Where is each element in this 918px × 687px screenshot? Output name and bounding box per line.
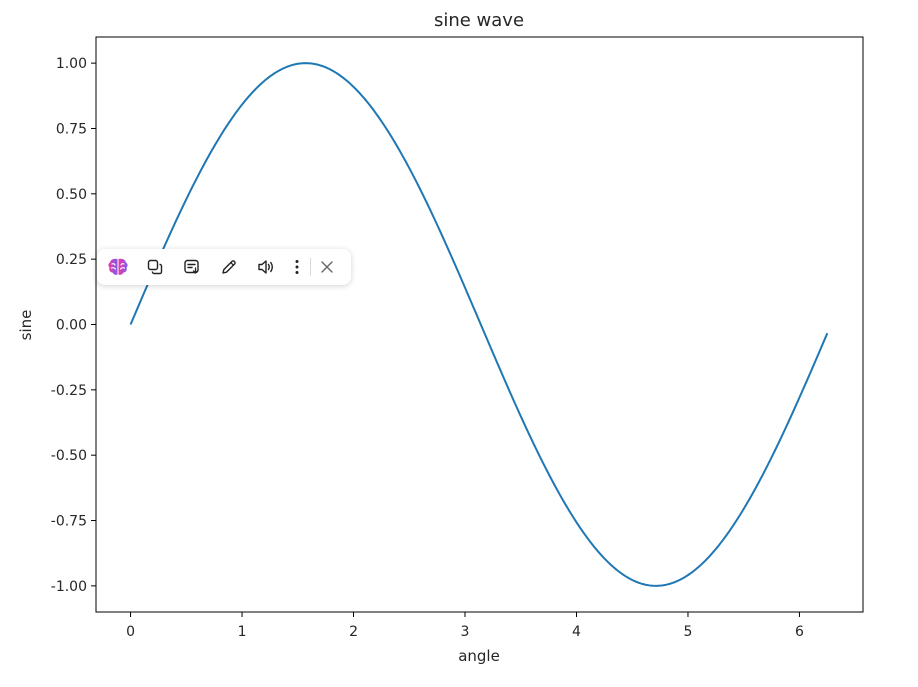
- summarize-button[interactable]: [177, 253, 207, 281]
- y-tick-label: 1.00: [56, 56, 87, 72]
- copy-button[interactable]: [140, 253, 170, 281]
- close-icon: [320, 260, 334, 274]
- pen-icon: [220, 258, 238, 276]
- toolbar-divider: [310, 258, 311, 276]
- x-tick-label: 2: [349, 624, 358, 640]
- x-axis-ticks: 0 1 2 3 4 5 6: [126, 612, 804, 640]
- brain-icon: [107, 257, 129, 277]
- x-tick-label: 0: [126, 624, 135, 640]
- speaker-icon: [256, 258, 276, 276]
- x-tick-label: 3: [461, 624, 470, 640]
- x-tick-label: 6: [795, 624, 804, 640]
- chart-title: sine wave: [434, 10, 524, 31]
- y-tick-label: -0.50: [51, 448, 87, 464]
- y-tick-label: 0.25: [56, 252, 87, 268]
- y-tick-label: 0.75: [56, 121, 87, 137]
- x-tick-label: 1: [238, 624, 247, 640]
- plot-frame: [95, 36, 864, 613]
- y-tick-label: -0.25: [51, 383, 87, 399]
- close-button[interactable]: [315, 253, 339, 281]
- x-tick-label: 4: [572, 624, 581, 640]
- more-vertical-icon: [294, 258, 300, 276]
- y-tick-label: 0.00: [56, 318, 87, 334]
- copy-icon: [146, 258, 164, 276]
- x-axis-label: angle: [458, 647, 500, 665]
- summarize-icon: [183, 258, 201, 276]
- floating-toolbar: [97, 249, 351, 285]
- y-axis-label: sine: [17, 310, 35, 341]
- y-tick-label: -0.75: [51, 514, 87, 530]
- more-button[interactable]: [288, 253, 306, 281]
- edit-button[interactable]: [214, 253, 244, 281]
- y-tick-label: 0.50: [56, 187, 87, 203]
- ai-assistant-button[interactable]: [103, 253, 133, 281]
- y-tick-label: -1.00: [51, 579, 87, 595]
- y-axis-ticks: 1.00 0.75 0.50 0.25 0.00 -0.25 -0.50 -0.75 -1.00: [51, 56, 96, 595]
- read-aloud-button[interactable]: [251, 253, 281, 281]
- series-line-sine: [129, 62, 829, 587]
- x-tick-label: 5: [684, 624, 693, 640]
